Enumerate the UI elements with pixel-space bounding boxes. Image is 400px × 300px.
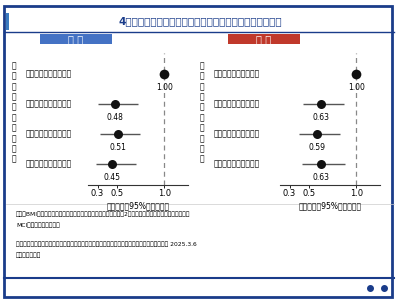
Text: MCIの有無と独居で調整: MCIの有無と独居で調整: [16, 222, 60, 228]
Text: 女 性: 女 性: [256, 34, 272, 44]
Text: 中高なし、高齢期なし: 中高なし、高齢期なし: [214, 69, 260, 78]
Text: より作図）: より作図）: [16, 252, 41, 258]
Text: 1.00: 1.00: [348, 83, 365, 92]
Text: 中高あり、高齢期あり: 中高あり、高齢期あり: [26, 159, 72, 168]
Text: 運
動
習
慣
の
組
み
合
わ
せ: 運 動 習 慣 の 組 み 合 わ せ: [200, 61, 204, 164]
Text: 男 性: 男 性: [68, 34, 84, 44]
Bar: [40, 34, 112, 44]
Text: 中高あり、高齢期あり: 中高あり、高齢期あり: [214, 159, 260, 168]
Text: 0.48: 0.48: [106, 113, 123, 122]
Text: 0.63: 0.63: [312, 113, 330, 122]
Text: 中高なし、高齢期なし: 中高なし、高齢期なし: [26, 69, 72, 78]
X-axis label: オッズ比（95%信頼区間）: オッズ比（95%信頼区間）: [106, 201, 170, 210]
Text: 中高あり、高齢期なし: 中高あり、高齢期なし: [26, 129, 72, 138]
Text: 4つの運動習慣グループと老年期うつ症状の有病率の関連: 4つの運動習慣グループと老年期うつ症状の有病率の関連: [118, 16, 282, 27]
Text: 0.45: 0.45: [103, 173, 120, 182]
X-axis label: オッズ比（95%信頼区間）: オッズ比（95%信頼区間）: [298, 201, 362, 210]
Text: 中高なし、高齢期あり: 中高なし、高齢期あり: [214, 99, 260, 108]
Text: 1.00: 1.00: [156, 83, 173, 92]
Text: 年齢、BMI、教育年数、アルコール摂取量、ブリンクマン指数、2型糖尿病の有無、脳血管疾患の有無、: 年齢、BMI、教育年数、アルコール摂取量、ブリンクマン指数、2型糖尿病の有無、脳…: [16, 212, 190, 217]
Bar: [228, 34, 300, 44]
Text: 0.51: 0.51: [109, 143, 126, 152]
Text: 0.59: 0.59: [309, 143, 326, 152]
Text: 中高なし、高齢期あり: 中高なし、高齢期あり: [26, 99, 72, 108]
Bar: [6, 14, 9, 30]
Text: 中高あり、高齢期なし: 中高あり、高齢期なし: [214, 129, 260, 138]
Text: 0.63: 0.63: [312, 173, 330, 182]
Text: 運
動
習
慣
の
組
み
合
わ
せ: 運 動 習 慣 の 組 み 合 わ せ: [12, 61, 16, 164]
Text: （出典：「中学・高校生期と高齢期の運動習慣が高齢期の精神疾患リスクを低減」順天堂大学 2025.3.6: （出典：「中学・高校生期と高齢期の運動習慣が高齢期の精神疾患リスクを低減」順天堂…: [16, 242, 197, 247]
